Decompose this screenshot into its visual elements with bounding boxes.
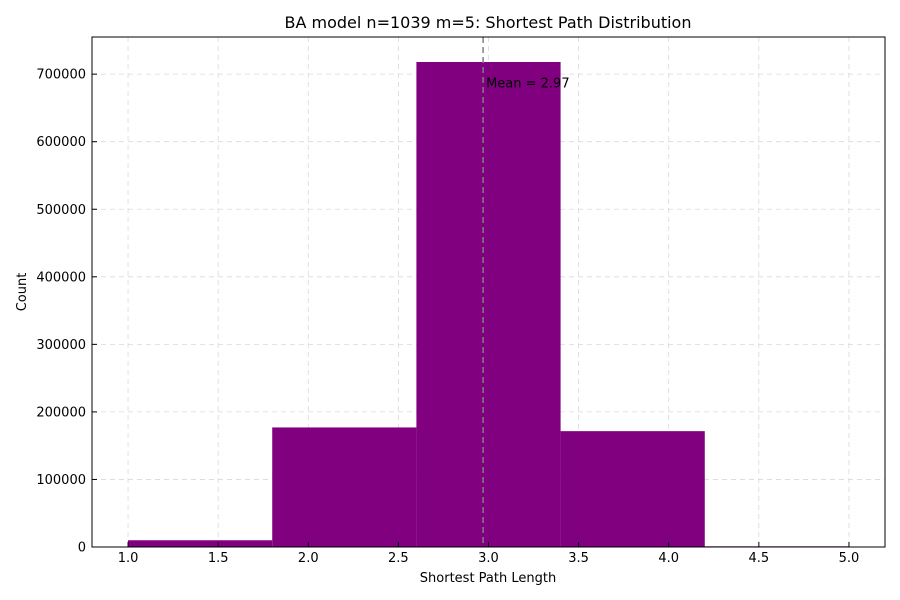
y-tick-label: 400000	[36, 270, 86, 285]
x-axis-label: Shortest Path Length	[420, 571, 556, 586]
y-tick-label: 600000	[36, 135, 86, 150]
y-tick-label: 100000	[36, 473, 86, 488]
mean-annotation: Mean = 2.97	[486, 77, 570, 92]
histogram-bar	[272, 427, 417, 547]
mean-layer: Mean = 2.97	[482, 37, 570, 547]
axes-layer: 1.0 1.5 2.0 2.5 3.0 3.5 4.0 4.5 5.0 0 100000 200000…	[36, 36, 886, 566]
chart-title: BA model n=1039 m=5: Shortest Path Distr…	[285, 13, 692, 32]
histogram-bar	[416, 61, 561, 547]
y-tick-label: 500000	[36, 203, 86, 218]
x-tick-label: 3.0	[478, 551, 499, 566]
y-axis-label: Count	[15, 273, 30, 312]
x-tick-label: 2.0	[298, 551, 319, 566]
y-tick-label: 0	[78, 541, 86, 556]
histogram-bar	[128, 540, 273, 547]
x-tick-label: 4.0	[658, 551, 679, 566]
x-tick-label: 2.5	[388, 551, 409, 566]
x-tick-label: 5.0	[839, 551, 860, 566]
x-tick-label: 1.0	[118, 551, 139, 566]
x-tick-label: 4.5	[748, 551, 769, 566]
histogram-bar	[560, 431, 705, 547]
y-tick-label: 700000	[36, 68, 86, 83]
y-tick-label: 200000	[36, 405, 86, 420]
y-tick-label: 300000	[36, 338, 86, 353]
x-tick-label: 3.5	[568, 551, 589, 566]
x-tick-label: 1.5	[208, 551, 229, 566]
bars-layer	[128, 61, 849, 548]
